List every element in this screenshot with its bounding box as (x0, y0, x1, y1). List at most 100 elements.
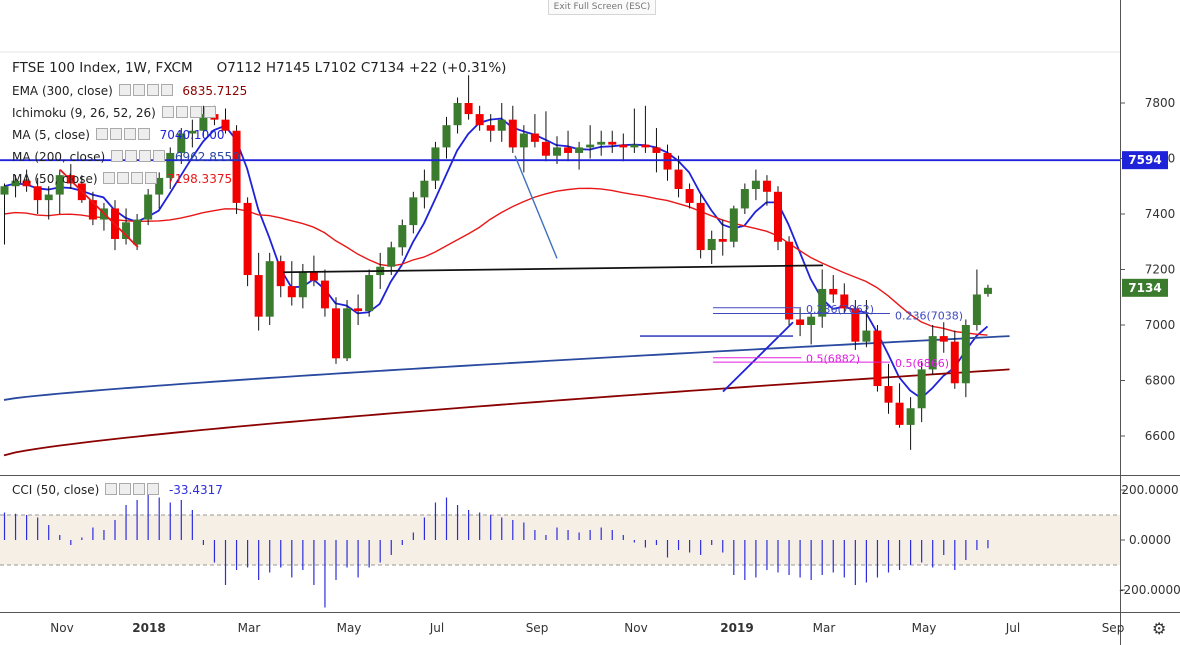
ma5-legend[interactable]: MA (5, close) 7040.1000 (12, 128, 224, 142)
candle-down (88, 200, 97, 220)
candle-down (840, 294, 849, 309)
close-icon[interactable] (137, 128, 150, 140)
settings-icon[interactable] (119, 483, 132, 495)
eye-icon[interactable] (95, 128, 108, 140)
eye-icon[interactable] (103, 172, 116, 184)
candle-down (619, 144, 628, 148)
eye-icon[interactable] (105, 483, 118, 495)
candle-up (597, 141, 606, 145)
ma50-legend[interactable]: MA (50, close) 7198.3375 (12, 172, 232, 186)
close-icon[interactable] (145, 172, 158, 184)
candle-down (232, 130, 241, 203)
candle-up (630, 144, 639, 148)
eye-icon[interactable] (161, 106, 174, 118)
time-tick-label: 2019 (720, 621, 753, 635)
candle-down (774, 191, 782, 242)
candle-down (309, 272, 318, 281)
candle-up (0, 186, 9, 195)
candle-down (696, 202, 705, 251)
candle-down (33, 186, 42, 201)
cci-tick-label: -200.0000 (1119, 583, 1180, 597)
candle-up (928, 336, 937, 370)
candle-up (133, 219, 142, 245)
candle-up (11, 180, 20, 187)
ichimoku-legend[interactable]: Ichimoku (9, 26, 52, 26) (12, 106, 216, 120)
settings-icon[interactable] (132, 84, 145, 96)
cci-value: -33.4317 (168, 483, 223, 497)
candle-down (541, 141, 550, 156)
ma5-label: MA (5, close) (12, 128, 90, 142)
plus-icon[interactable] (146, 84, 159, 96)
ma5-value: 7040.1000 (159, 128, 225, 142)
candle-down (320, 280, 329, 309)
eye-icon[interactable] (111, 150, 124, 162)
time-tick-label: May (912, 621, 937, 635)
price-tag-label: 7134 (1128, 281, 1161, 295)
candle-down (674, 169, 683, 190)
candle-down (829, 288, 838, 295)
candle-down (796, 319, 805, 325)
symbol-title[interactable]: FTSE 100 Index, 1W, FXCM (12, 60, 193, 76)
plus-icon[interactable] (133, 483, 146, 495)
ma200-legend[interactable]: MA (200, close) 6962.8550 (12, 150, 240, 164)
plus-icon[interactable] (139, 150, 152, 162)
candle-down (254, 275, 263, 317)
settings-icon[interactable] (109, 128, 122, 140)
candle-down (641, 144, 650, 148)
candle-up (155, 177, 164, 195)
price-tick-label: 6600 (1145, 429, 1176, 443)
gear-icon[interactable]: ⚙ (1152, 619, 1167, 638)
candle-up (586, 144, 595, 148)
candle-up (188, 130, 197, 134)
candle-up (420, 180, 429, 198)
down-trendline (59, 168, 139, 248)
ma50-value: 7198.3375 (167, 172, 233, 186)
candle-up (365, 275, 374, 312)
price-tag (1122, 151, 1168, 170)
price-tag-label: 7594 (1128, 153, 1161, 167)
ema-legend[interactable]: EMA (300, close) 6835.7125 (12, 84, 247, 98)
symbol-legend: FTSE 100 Index, 1W, FXCM O7112 H7145 L710… (12, 60, 506, 76)
ema300-line (3, 368, 1010, 457)
candle-down (332, 308, 340, 359)
candle-down (873, 330, 882, 387)
time-tick-label: May (337, 621, 362, 635)
candle-up (122, 222, 131, 239)
exit-fullscreen-button[interactable]: Exit Full Screen (ESC) (548, 0, 656, 15)
candle-up (729, 208, 738, 242)
settings-icon[interactable] (125, 150, 138, 162)
plus-icon[interactable] (189, 106, 202, 118)
ma200-label: MA (200, close) (12, 150, 106, 164)
ohlc-readout: O7112 H7145 L7102 C7134 +22 (+0.31%) (216, 60, 507, 76)
time-tick-label: Mar (238, 621, 261, 635)
price-tick-label: 7800 (1145, 96, 1176, 110)
candle-down (884, 386, 893, 403)
plus-icon[interactable] (131, 172, 144, 184)
candle-up (166, 152, 175, 178)
plus-icon[interactable] (123, 128, 136, 140)
close-icon[interactable] (153, 150, 166, 162)
close-icon[interactable] (147, 483, 160, 495)
candle-up (343, 308, 352, 359)
eye-icon[interactable] (118, 84, 131, 96)
candle-up (55, 175, 64, 195)
cci-label: CCI (50, close) (12, 483, 100, 497)
candle-down (464, 103, 473, 115)
settings-icon[interactable] (117, 172, 130, 184)
time-tick-label: Jul (1005, 621, 1020, 635)
candle-up (398, 225, 407, 248)
price-tick-label: 7000 (1145, 318, 1176, 332)
candle-down (663, 152, 672, 170)
up-trendline (722, 321, 794, 393)
candle-down (608, 141, 617, 145)
settings-icon[interactable] (175, 106, 188, 118)
neckline-trendline (282, 264, 824, 274)
ma50-label: MA (50, close) (12, 172, 98, 186)
candle-down (950, 341, 959, 384)
close-icon[interactable] (203, 106, 216, 118)
candle-up (44, 194, 53, 201)
close-icon[interactable] (160, 84, 173, 96)
fib-236-label: 0.236(7038) (895, 309, 963, 322)
cci-legend[interactable]: CCI (50, close) -33.4317 (12, 483, 223, 497)
candle-up (818, 288, 827, 317)
